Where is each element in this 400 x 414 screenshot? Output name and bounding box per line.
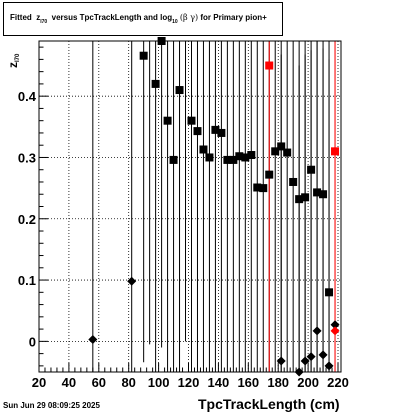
data-point-square [247,151,256,160]
x-tick-label: 140 [208,375,230,390]
data-point-diamond [88,335,98,345]
title-z-sub: I70 [40,19,48,25]
plot-frame [38,40,342,373]
data-point-square [163,116,172,125]
x-axis-label: TpcTrackLength (cm) [198,396,340,412]
data-point-square [283,148,292,157]
y-tick-label: 0.1 [18,273,36,288]
data-point-diamond [300,356,310,366]
y-tick-label: 0.3 [18,150,36,165]
title-suffix: for Primary pion+ [200,13,267,22]
title-z: z [36,13,41,22]
data-point-diamond [330,320,340,330]
data-point-square [253,183,262,192]
data-point-diamond [312,326,322,336]
axis-ticks: 20 40 60 80 100 120 140 160 180 200 220 0 0.1 0.2 0.3 0… [18,46,349,390]
y-axis-label: zI70 [6,53,21,68]
x-tick-label: 100 [148,375,170,390]
data-point-square [193,127,202,136]
data-point-square [301,193,310,202]
data-markers [88,37,340,377]
x-tick-label: 160 [237,375,259,390]
title-box: Fitted zI70 versus TpcTrackLength and lo… [3,2,283,36]
data-point-square [139,51,148,60]
title-prefix: Fitted [10,13,32,22]
grid-lines [39,41,341,372]
x-tick-label: 60 [92,375,106,390]
data-point-diamond [318,350,328,360]
y-tick-label: 0.2 [18,212,36,227]
x-tick-label: 40 [62,375,76,390]
error-bars [92,41,336,372]
timestamp: Sun Jun 29 08:09:25 2025 [3,401,100,410]
y-axis-sub: I70 [15,53,21,62]
data-point-square [271,147,280,156]
data-point-square [313,188,322,197]
data-point-square [229,155,238,164]
chart-title: Fitted zI70 versus TpcTrackLength and lo… [10,13,267,25]
x-tick-label: 200 [297,375,319,390]
data-point-square [265,170,274,179]
y-tick-label: 0 [29,334,36,349]
data-point-square [205,153,214,162]
title-greek: (β γ) [179,13,199,22]
data-point-square [151,79,160,88]
y-axis-letter: z [6,62,20,68]
title-middle: versus TpcTrackLength and log [51,13,173,22]
x-tick-label: 20 [32,375,46,390]
data-point-square [211,125,220,134]
data-point-square [187,116,196,125]
data-point-square [325,288,334,297]
x-tick-label: 80 [121,375,135,390]
data-point-diamond [330,326,340,336]
data-point-square [307,165,316,174]
data-point-square [319,190,328,199]
title-log-sub: 10 [172,19,178,25]
data-point-square [235,152,244,161]
data-point-square [295,195,304,204]
x-tick-label: 120 [178,375,200,390]
data-point-square [331,147,340,156]
data-point-square [241,153,250,162]
y-tick-label: 0.4 [18,89,37,104]
data-point-square [175,86,184,95]
data-point-diamond [306,352,316,362]
data-point-diamond [127,276,137,286]
data-point-diamond [324,361,334,371]
data-point-square [217,128,226,137]
x-tick-label: 220 [327,375,349,390]
data-point-square [259,184,268,193]
data-point-square [265,61,274,70]
x-tick-label: 180 [267,375,289,390]
data-point-diamond [276,356,286,366]
data-point-square [289,177,298,186]
data-point-square [199,145,208,154]
data-point-square [223,155,232,164]
data-point-square [277,142,286,151]
data-point-square [169,155,178,164]
